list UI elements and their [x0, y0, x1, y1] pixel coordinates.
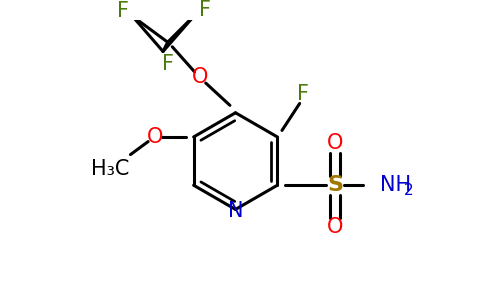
Text: O: O: [192, 68, 209, 88]
Text: S: S: [327, 175, 343, 195]
Text: N: N: [228, 201, 243, 221]
Text: F: F: [117, 2, 129, 22]
Text: 2: 2: [404, 183, 413, 198]
Text: H₃C: H₃C: [91, 160, 129, 179]
Text: NH: NH: [379, 175, 410, 195]
Text: F: F: [162, 55, 174, 74]
Text: F: F: [199, 0, 211, 20]
Text: O: O: [327, 134, 343, 153]
Text: F: F: [297, 84, 309, 104]
Text: O: O: [147, 127, 163, 147]
Text: O: O: [327, 217, 343, 237]
